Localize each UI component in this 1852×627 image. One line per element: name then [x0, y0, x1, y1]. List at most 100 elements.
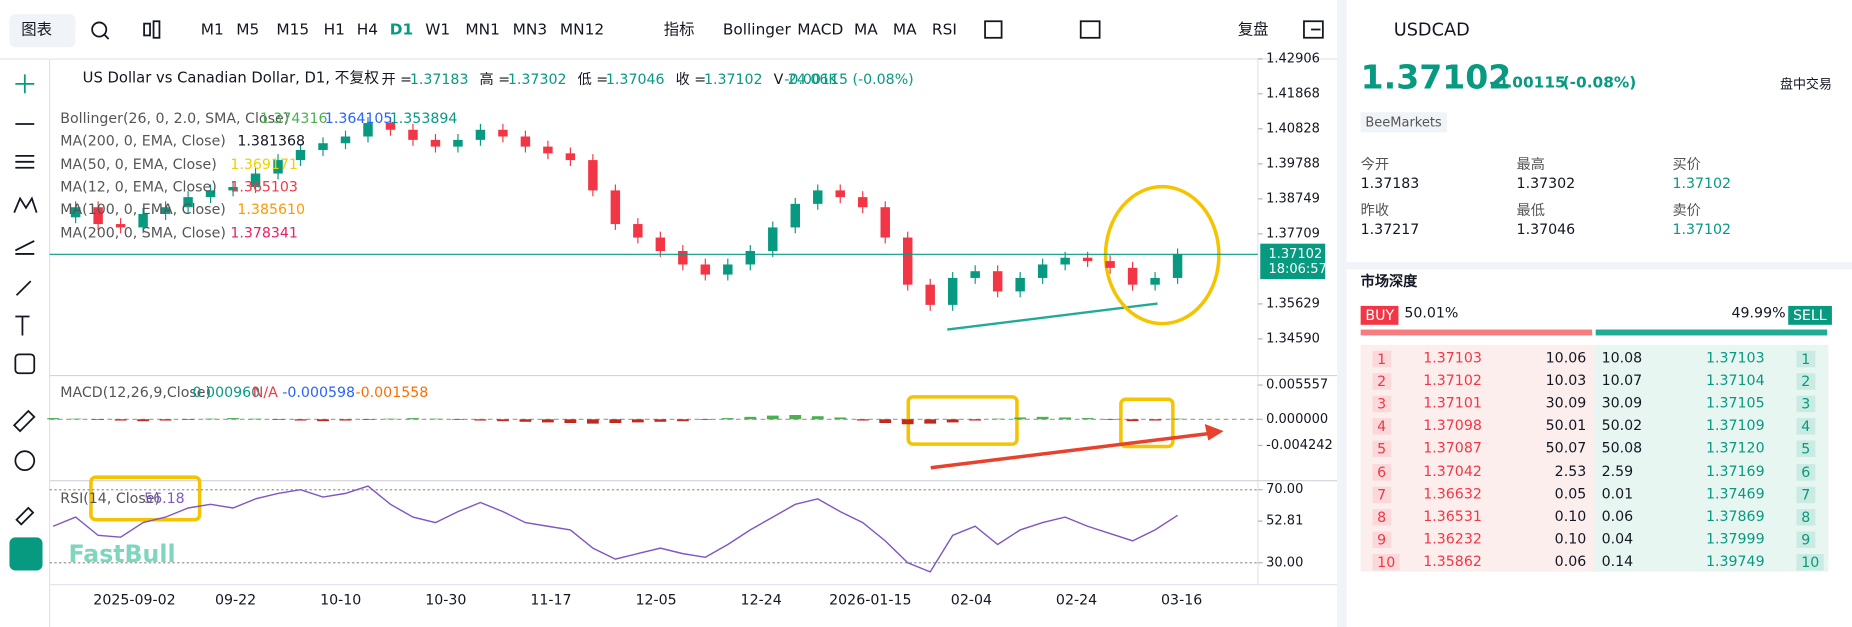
bid-price: 1.36632: [1423, 484, 1482, 502]
macd-bar: [92, 419, 105, 420]
timeframe-button[interactable]: H1: [323, 21, 345, 39]
ask-level: 6: [1796, 463, 1815, 481]
macd-bar: [182, 419, 194, 420]
timeframe-button[interactable]: M5: [236, 21, 260, 39]
field-label: 今开: [1360, 155, 1390, 173]
macd-bar: [721, 418, 734, 420]
indicator-legend: MA(12, 0, EMA, Close): [60, 178, 217, 195]
macd-bar: [541, 419, 554, 423]
bid-level: 9: [1372, 531, 1391, 548]
field-label: 买价: [1672, 155, 1701, 173]
chart: 1.42906 1.41868 1.40828 1.39788 1.38749 1.377…: [0, 14, 1338, 627]
indicator-button[interactable]: Bollinger: [722, 21, 791, 39]
candle: [385, 123, 396, 130]
indicator-legend: MA(50, 0, EMA, Close): [60, 155, 217, 172]
macd-bar: [879, 419, 892, 424]
candle: [880, 207, 890, 238]
x-tick-label: 03-16: [1161, 591, 1203, 609]
depth-ratio-bar: [1360, 329, 1593, 336]
ohlc-label: V: [773, 70, 784, 88]
divider: [1346, 262, 1852, 270]
timeframe-button[interactable]: MN1: [465, 21, 500, 39]
y-tick-label: 1.42906: [1266, 51, 1320, 66]
bid-level: 2: [1372, 373, 1391, 390]
indicator-value: 1.369171: [230, 155, 298, 172]
indicator-button[interactable]: MA: [892, 21, 917, 39]
y-tick-label: 1.40828: [1266, 121, 1320, 136]
depth-background: [1594, 344, 1829, 572]
macd-bar: [901, 419, 914, 425]
menu-button[interactable]: [9, 14, 76, 48]
ask-volume: 50.08: [1601, 439, 1643, 457]
ohlc-label: 收 =: [675, 70, 707, 88]
candle: [273, 160, 283, 174]
macd-bar: [1104, 419, 1117, 420]
candle: [858, 197, 868, 208]
indicator-button[interactable]: RSI: [931, 21, 957, 39]
last-price-label: 1.37102: [1269, 247, 1323, 262]
bid-level: 5: [1372, 441, 1391, 458]
field-label: 卖价: [1672, 201, 1701, 219]
candle: [947, 277, 958, 305]
bid-level: 4: [1372, 418, 1391, 436]
timeframe-button[interactable]: M1: [200, 21, 224, 39]
ask-level: 3: [1796, 395, 1815, 413]
bid-price: 1.37101: [1423, 394, 1482, 412]
timeframe-button[interactable]: M15: [276, 21, 310, 39]
y-tick-label: 52.81: [1266, 514, 1303, 529]
y-tick-label: 30.00: [1266, 555, 1303, 570]
buy-pct: 50.01%: [1404, 304, 1459, 322]
indicator-legend: MA(200, 0, EMA, Close): [60, 132, 226, 150]
field-value: 1.37217: [1360, 220, 1420, 238]
macd-bar: [946, 419, 959, 423]
macd-bar: [834, 417, 847, 420]
indicator-button[interactable]: MA: [853, 21, 878, 39]
bid-price: 1.36531: [1423, 507, 1482, 525]
candle: [93, 207, 103, 225]
timeframe-button[interactable]: H4: [356, 21, 379, 39]
bid-level: 8: [1372, 508, 1391, 526]
candle: [1127, 267, 1138, 285]
broker-tag: BeeMarkets: [1360, 112, 1447, 133]
candle: [970, 271, 980, 278]
ask-price: 1.37169: [1705, 462, 1765, 479]
bid-level: 1: [1372, 350, 1391, 368]
symbol: USDCAD: [1393, 18, 1470, 41]
indicators-menu[interactable]: 指标: [663, 21, 695, 39]
replay-button[interactable]: 复盘: [1237, 21, 1269, 39]
indicator-value: 1.365103: [230, 178, 298, 195]
timeframe-button[interactable]: D1: [389, 21, 414, 39]
candle: [1037, 264, 1048, 278]
macd-bar: [429, 418, 442, 420]
y-tick-label: 0.000000: [1266, 412, 1328, 427]
timeframe-button[interactable]: W1: [425, 21, 451, 39]
indicator-button[interactable]: MACD: [797, 21, 844, 39]
macd-bar: [407, 418, 419, 420]
candle: [633, 224, 643, 238]
ask-volume: 0.14: [1601, 552, 1634, 570]
drawing-tools[interactable]: [9, 74, 43, 571]
bid-volume: 30.09: [1545, 394, 1587, 412]
bid-level: 3: [1372, 395, 1391, 413]
candle: [430, 139, 441, 147]
x-tick-label: 09-22: [214, 591, 257, 609]
candle: [295, 149, 306, 161]
timeframe-button[interactable]: MN3: [512, 21, 548, 39]
ask-volume: 30.09: [1601, 394, 1643, 412]
y-tick-label: 1.35629: [1266, 296, 1320, 311]
field-value: 1.37046: [1516, 220, 1576, 238]
macd-bar: [272, 419, 284, 420]
ask-volume: 0.04: [1601, 530, 1634, 547]
ask-price: 1.37869: [1705, 507, 1765, 525]
macd-bar: [789, 414, 802, 420]
macd-bar: [1126, 419, 1139, 422]
chart-menu[interactable]: 图表: [21, 21, 52, 39]
bid-volume: 0.05: [1554, 484, 1587, 502]
bid-volume: 10.06: [1545, 349, 1587, 367]
candle: [1150, 277, 1160, 285]
timeframe-button[interactable]: MN12: [559, 21, 605, 39]
field-value: 1.37183: [1360, 174, 1420, 192]
candle: [723, 264, 733, 275]
macd-value: -0.000598: [282, 383, 356, 401]
